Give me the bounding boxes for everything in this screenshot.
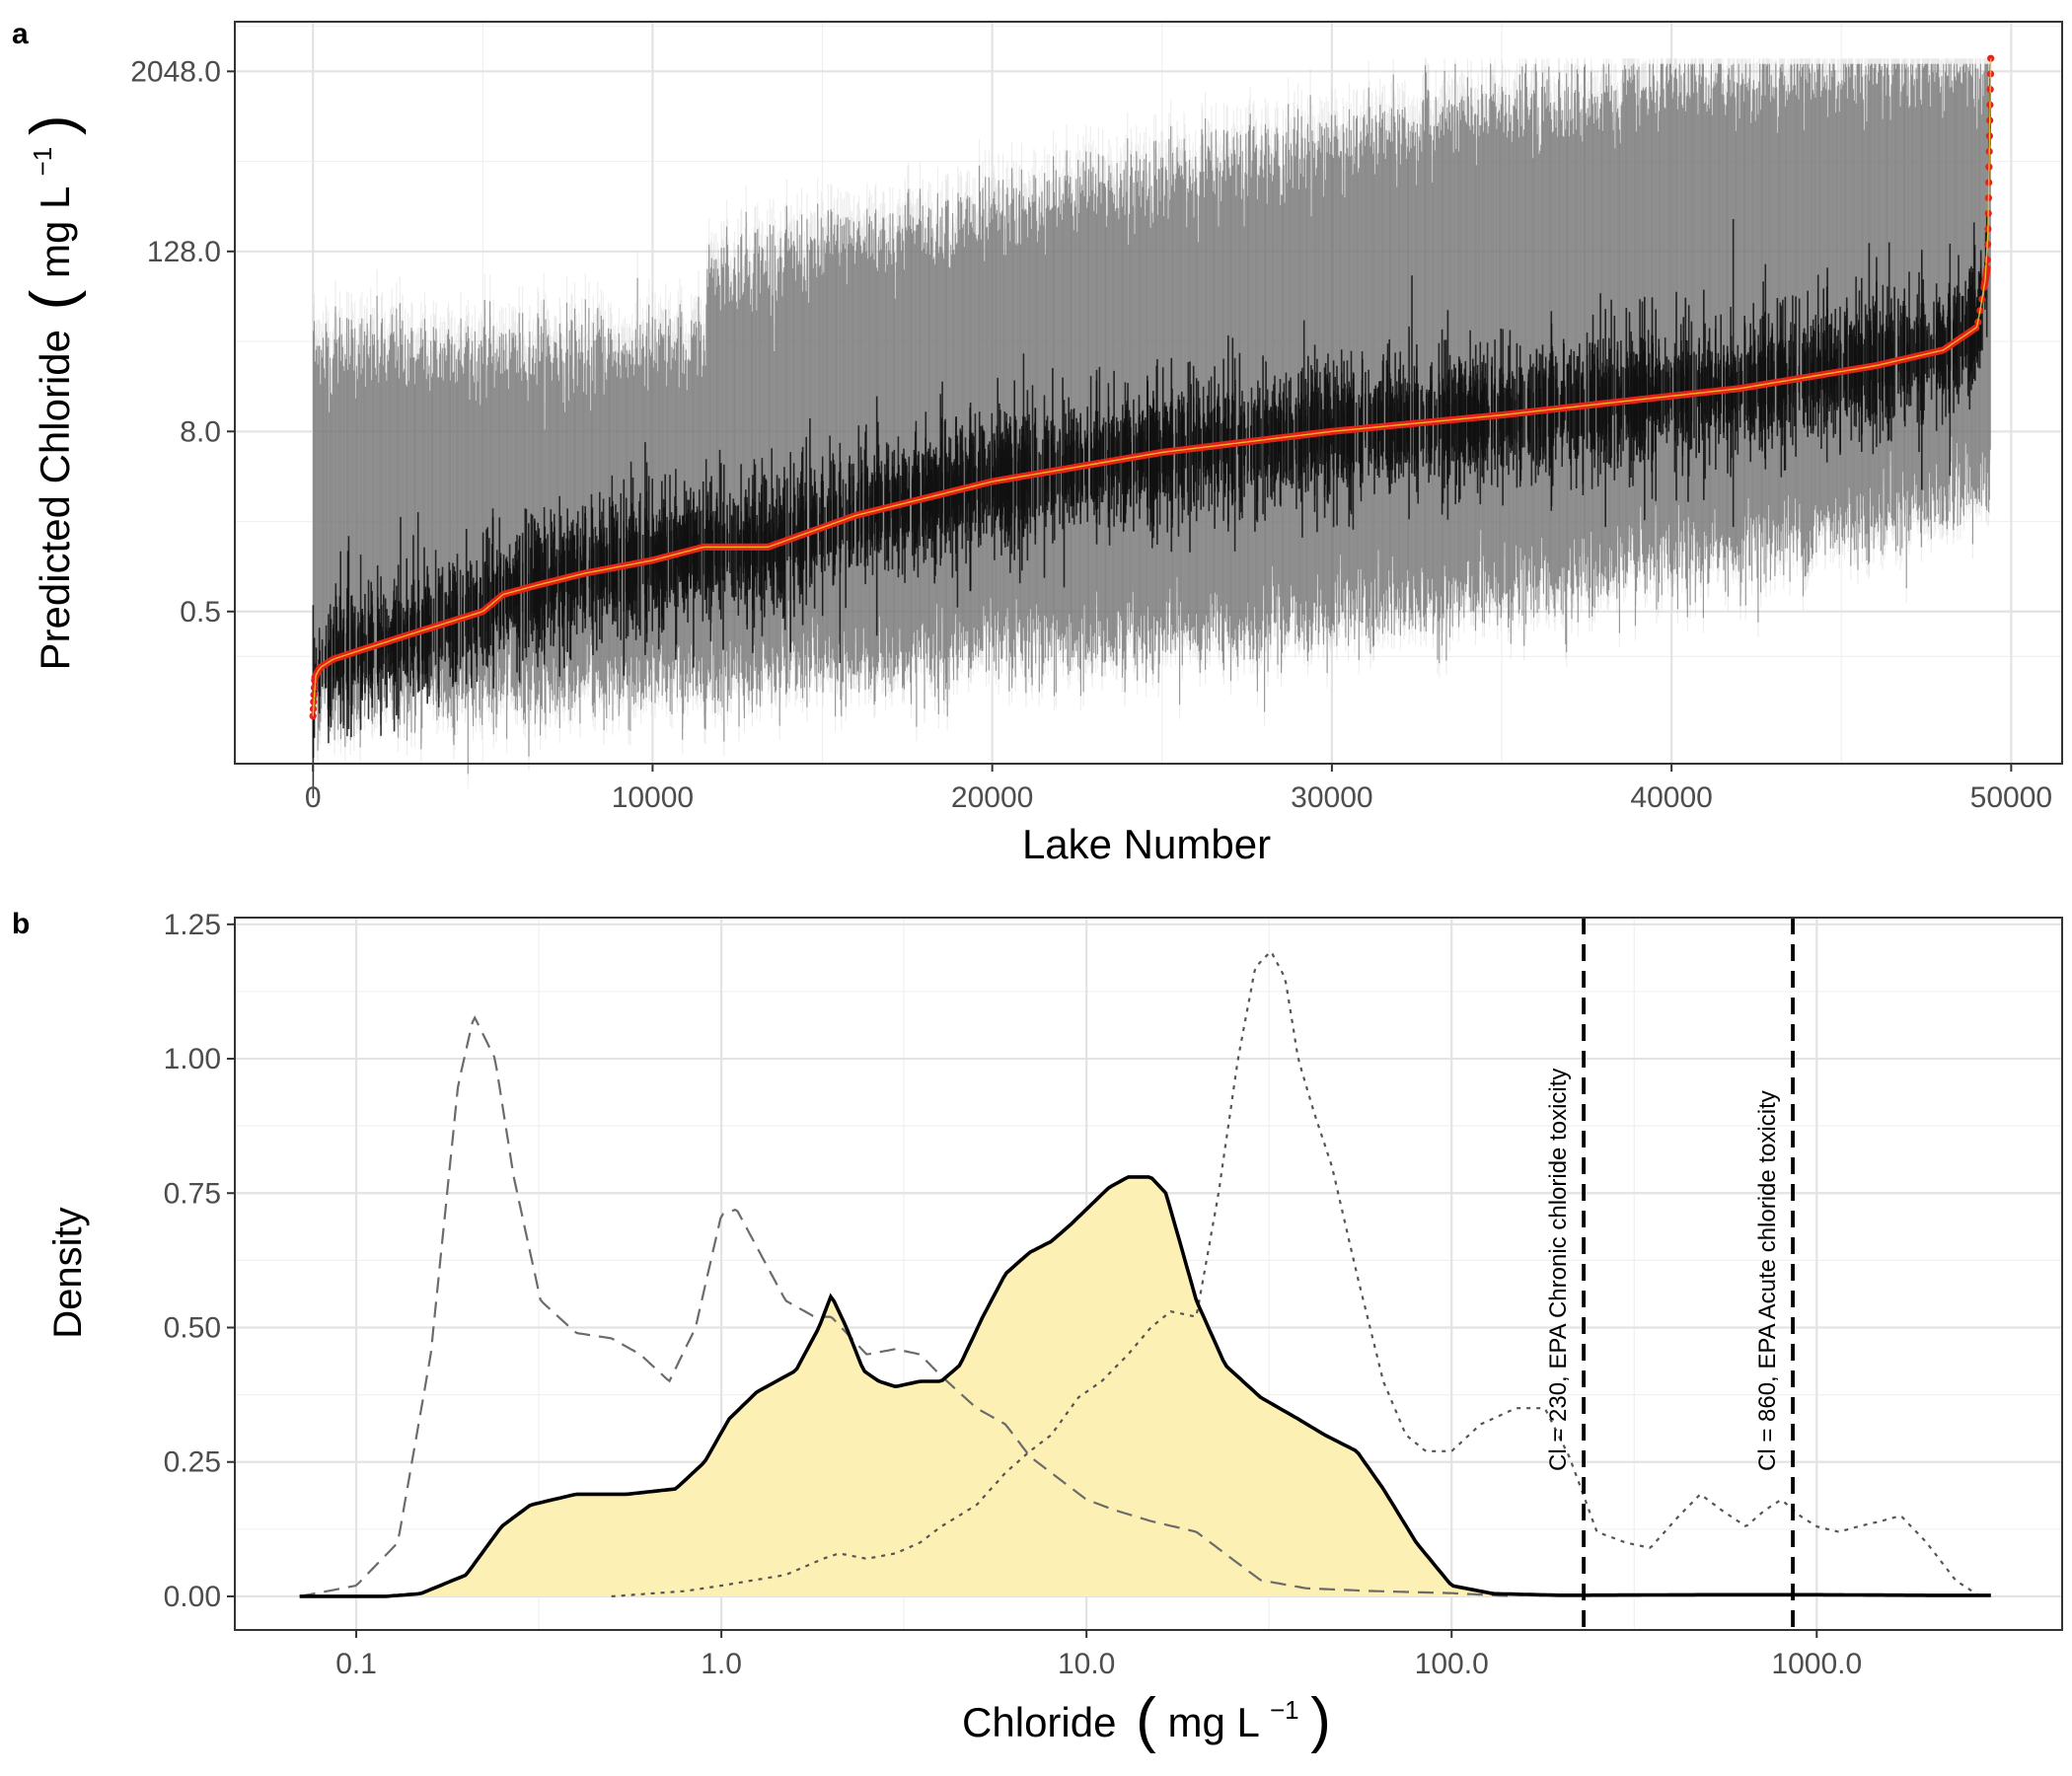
- prediction-lines: [312, 78, 1991, 798]
- panel-a: a 0 10000 20000 30000 40000 50000 0.58.0128.0…: [12, 18, 2063, 867]
- chart-plot-area: [309, 54, 1995, 798]
- panel-label-a: a: [12, 18, 29, 50]
